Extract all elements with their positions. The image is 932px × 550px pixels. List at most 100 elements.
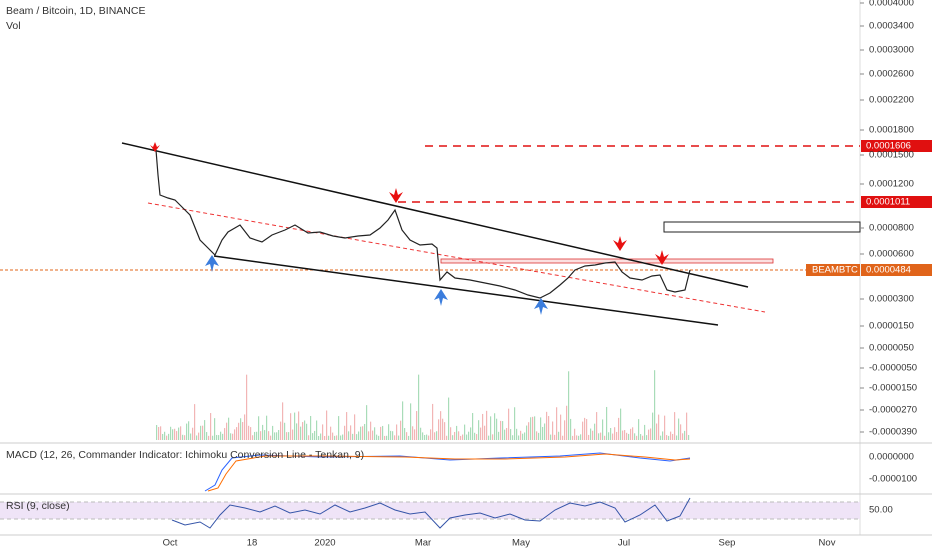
buy-markers [205,255,548,315]
volume-bar [258,416,260,440]
volume-bar [364,423,366,440]
volume-bar [534,416,536,440]
volume-bar [410,403,412,440]
volume-bar [296,423,298,440]
volume-bar [200,425,202,440]
price-axis-label: 0.0000050 [869,343,914,354]
volume-bar [590,428,592,440]
volume-bar [632,427,634,440]
price-axis-label: 0.0000800 [869,223,914,234]
volume-bar [234,429,236,440]
time-axis-label: 18 [247,538,258,549]
volume-bar [382,425,384,440]
volume-bar [422,432,424,440]
volume-bar [682,433,684,440]
volume-bar [342,434,344,440]
signal-line [207,453,691,492]
volume-bar [456,425,458,440]
volume-bar [504,429,506,440]
volume-bar [638,419,640,440]
volume-bar [334,435,336,440]
volume-bar [482,413,484,440]
volume-bar [402,401,404,440]
volume-bar [308,435,310,440]
volume-bar [302,422,304,440]
volume-bar [266,415,268,440]
volume-bar [198,432,200,440]
macd-axis-label: 0.0000000 [869,452,914,463]
volume-bar [586,419,588,440]
volume-bar [464,424,466,440]
price-series [155,149,691,299]
time-axis-label: Jul [618,538,630,549]
volume-bar [574,428,576,440]
volume-bar [428,435,430,440]
volume-bar [572,435,574,440]
volume-bar [596,412,598,440]
volume-bar [320,433,322,440]
volume-bar [400,420,402,440]
volume-bar [212,435,214,440]
volume-bar [326,410,328,440]
volume-bar [604,435,606,440]
volume-bar [680,424,682,440]
symbol-tag [806,264,860,276]
volume-bar [178,427,180,440]
time-axis-label: 2020 [314,538,335,549]
volume-bar [406,432,408,440]
volume-bar [446,435,448,440]
volume-bar [542,426,544,440]
volume-bar [436,431,438,440]
volume-bar [182,434,184,440]
volume-bar [366,405,368,440]
price-tag [861,140,932,152]
volume-bar [578,435,580,440]
volume-bar [466,434,468,440]
price-axis-label: 0.0003000 [869,45,914,56]
volume-bar [462,434,464,440]
volume-bar [214,418,216,440]
volume-bar [210,413,212,440]
volume-bars [156,370,690,440]
price-axis-label: 0.0004000 [869,0,914,9]
price-axis-label: 0.0001500 [869,150,914,161]
volume-bar [262,424,264,440]
volume-bar [642,435,644,440]
volume-bar [206,432,208,440]
volume-bar [350,425,352,440]
volume-bar [512,435,514,440]
volume-bar [430,429,432,440]
volume-bar [220,431,222,440]
volume-bar [288,432,290,440]
volume-bar [324,435,326,440]
volume-bar [338,416,340,440]
trendline [121,142,749,288]
volume-bar [276,432,278,440]
volume-bar [248,425,250,440]
volume-bar [226,422,228,440]
volume-bar [394,435,396,440]
volume-bar [610,428,612,440]
volume-bar [370,421,372,440]
volume-bar [674,412,676,440]
volume-bar [536,431,538,440]
volume-bar [576,435,578,440]
volume-bar [176,431,178,440]
time-axis-label: Oct [163,538,178,549]
time-axis-label: Nov [819,538,836,549]
volume-bar [678,418,680,440]
rsi-title: RSI (9, close) [6,500,70,512]
volume-bar [412,426,414,440]
price-tag-label: 0.0000484 [866,265,911,276]
volume-bar [636,435,638,440]
volume-bar [606,406,608,440]
volume-bar [168,433,170,440]
volume-bar [352,433,354,440]
volume-bar [404,428,406,440]
volume-bar [554,434,556,440]
volume-bar [660,435,662,440]
rsi-line-series [171,497,691,529]
volume-bar [438,419,440,440]
volume-bar [470,427,472,440]
